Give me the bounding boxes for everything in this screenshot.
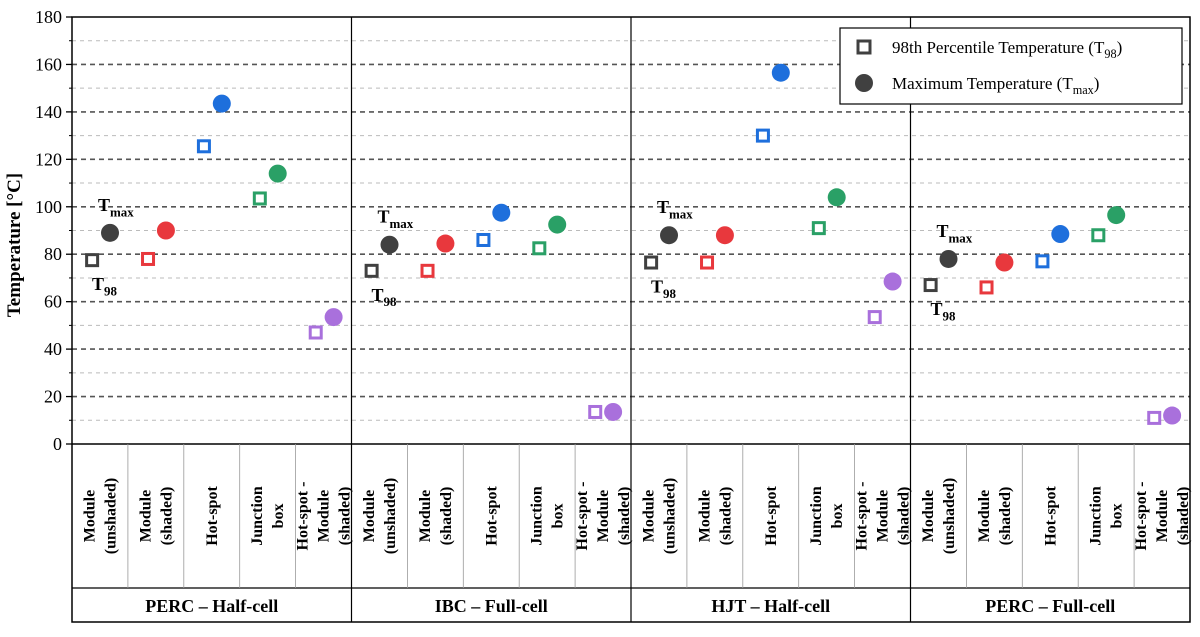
- annotation-t98: T98: [651, 277, 676, 301]
- y-tick-label: 100: [35, 197, 62, 217]
- y-tick-label: 180: [35, 7, 62, 27]
- category-label-junction-box: Junction box: [249, 486, 287, 546]
- legend-label-tmax: Maximum Temperature (Tmax): [892, 74, 1099, 97]
- legend-marker-t98: [856, 39, 872, 55]
- point-tmax-hot-spot: [492, 203, 511, 222]
- point-tmax-junction-box: [548, 215, 567, 234]
- category-label-hotspot-minus-module: Hot-spot - Module (shaded): [1133, 482, 1192, 551]
- annotation-tmax: Tmax: [98, 195, 134, 219]
- category-label-hotspot-minus-module: Hot-spot - Module (shaded): [295, 482, 354, 551]
- point-t98-junction-box: [811, 221, 826, 236]
- y-axis: 0 20 40 60 80 100 120 140 160 180: [35, 7, 72, 454]
- point-t98-module-unshaded: [364, 263, 379, 278]
- y-tick-label: 20: [44, 387, 62, 407]
- point-t98-hotspot-minus-module: [1147, 410, 1162, 425]
- point-tmax-module-unshaded: [660, 226, 679, 245]
- category-label-module-shaded: Module (shaded): [137, 487, 175, 546]
- category-label-module-shaded: Module (shaded): [417, 487, 455, 546]
- category-label-hot-spot: Hot-spot: [763, 486, 780, 546]
- legend-label-t98: 98th Percentile Temperature (T98): [892, 38, 1122, 61]
- point-t98-hotspot-minus-module: [588, 404, 603, 419]
- point-tmax-hotspot-minus-module: [604, 402, 623, 421]
- point-t98-module-shaded: [141, 251, 156, 266]
- point-t98-hotspot-minus-module: [308, 325, 323, 340]
- category-label-junction-box: Junction box: [808, 486, 846, 546]
- point-tmax-hotspot-minus-module: [883, 272, 902, 291]
- point-t98-module-unshaded: [85, 253, 100, 268]
- point-t98-module-unshaded: [923, 278, 938, 293]
- category-label-module-unshaded: Module (unshaded): [81, 478, 119, 554]
- y-tick-label: 0: [53, 434, 62, 454]
- point-t98-hot-spot: [1035, 254, 1050, 269]
- category-label-module-unshaded: Module (unshaded): [361, 478, 399, 554]
- category-label-hot-spot: Hot-spot: [483, 486, 500, 546]
- chart-frame: [71, 16, 1191, 623]
- point-t98-hot-spot: [196, 139, 211, 154]
- point-t98-hotspot-minus-module: [867, 310, 882, 325]
- category-labels: Module (unshaded) Module (shaded) Hot-spot Ju…: [81, 478, 1192, 554]
- annotation-tmax: Tmax: [657, 197, 693, 221]
- point-tmax-module-shaded: [436, 234, 455, 253]
- point-t98-hot-spot: [755, 128, 770, 143]
- y-tick-label: 160: [35, 54, 62, 74]
- point-tmax-hotspot-minus-module: [1163, 406, 1182, 425]
- y-axis-label: Temperature [°C]: [4, 173, 25, 317]
- category-label-hot-spot: Hot-spot: [1042, 486, 1059, 546]
- y-tick-label: 40: [44, 339, 62, 359]
- point-tmax-module-shaded: [715, 226, 734, 245]
- annotation-t98: T98: [92, 274, 117, 298]
- legend-box: [839, 27, 1183, 105]
- category-label-junction-box: Junction box: [529, 486, 567, 546]
- point-tmax-hotspot-minus-module: [324, 308, 343, 327]
- y-tick-label: 80: [44, 244, 62, 264]
- legend-marker-tmax: [855, 74, 873, 92]
- point-t98-junction-box: [252, 191, 267, 206]
- point-tmax-junction-box: [827, 188, 846, 207]
- category-label-hotspot-minus-module: Hot-spot - Module (shaded): [854, 482, 913, 551]
- point-tmax-junction-box: [1107, 206, 1126, 225]
- point-t98-junction-box: [532, 241, 547, 256]
- point-t98-hot-spot: [476, 232, 491, 247]
- point-t98-module-shaded: [420, 263, 435, 278]
- group-label: PERC – Full-cell: [985, 596, 1115, 616]
- point-t98-junction-box: [1091, 228, 1106, 243]
- y-tick-label: 60: [44, 292, 62, 312]
- point-t98-module-shaded: [979, 280, 994, 295]
- group-label: HJT – Half-cell: [711, 596, 830, 616]
- y-tick-label: 140: [35, 102, 62, 122]
- category-label-hot-spot: Hot-spot: [204, 486, 221, 546]
- point-tmax-module-unshaded: [380, 235, 399, 254]
- point-t98-module-unshaded: [644, 255, 659, 270]
- point-tmax-hot-spot: [771, 63, 790, 82]
- group-label: PERC – Half-cell: [145, 596, 278, 616]
- data-points: [85, 63, 1182, 425]
- annotations: Tmax T98 Tmax T98 Tmax T98 Tmax T98: [92, 195, 973, 324]
- point-tmax-module-shaded: [156, 221, 175, 240]
- category-label-module-shaded: Module (shaded): [976, 487, 1014, 546]
- point-tmax-module-unshaded: [101, 223, 120, 242]
- category-label-module-shaded: Module (shaded): [696, 487, 734, 546]
- y-tick-label: 120: [35, 149, 62, 169]
- legend: 98th Percentile Temperature (T98) Maximum…: [839, 27, 1183, 105]
- annotation-t98: T98: [931, 299, 956, 323]
- category-label-module-unshaded: Module (unshaded): [640, 478, 678, 554]
- annotation-tmax: Tmax: [378, 207, 414, 231]
- category-label-junction-box: Junction box: [1088, 486, 1126, 546]
- group-labels: PERC – Half-cell IBC – Full-cell HJT – Hal…: [145, 596, 1115, 616]
- point-tmax-hot-spot: [212, 94, 231, 113]
- point-tmax-module-shaded: [995, 253, 1014, 272]
- point-tmax-junction-box: [268, 164, 287, 183]
- point-tmax-module-unshaded: [939, 249, 958, 268]
- category-label-module-unshaded: Module (unshaded): [920, 478, 958, 554]
- category-label-hotspot-minus-module: Hot-spot - Module (shaded): [574, 482, 633, 551]
- annotation-t98: T98: [372, 285, 397, 309]
- group-label: IBC – Full-cell: [435, 596, 548, 616]
- point-t98-module-shaded: [700, 255, 715, 270]
- annotation-tmax: Tmax: [937, 221, 973, 245]
- point-tmax-hot-spot: [1051, 225, 1070, 244]
